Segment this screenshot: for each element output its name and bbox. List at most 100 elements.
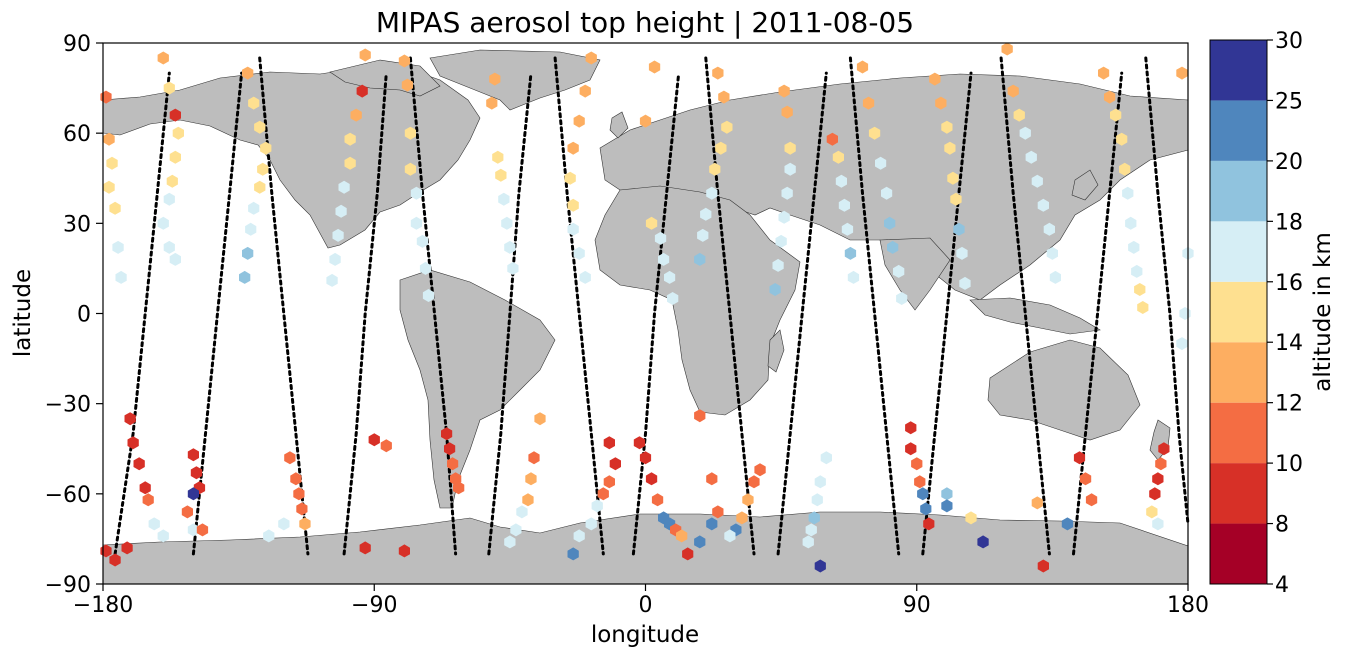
aerosol-point-92 [510, 523, 522, 537]
aerosol-point-98 [564, 171, 576, 185]
aerosol-point-153 [736, 511, 748, 525]
colorbar-label: altitude in km [1310, 232, 1336, 392]
aerosol-point-187 [935, 96, 947, 110]
aerosol-point-32 [187, 523, 199, 537]
aerosol-point-138 [712, 505, 724, 519]
colorbar-band-8 [1210, 40, 1267, 101]
x-axis: −180 −90 0 90 180 [73, 584, 1209, 618]
aerosol-point-147 [775, 234, 787, 248]
aerosol-point-68 [404, 162, 416, 176]
track-line-11 [921, 71, 973, 556]
colorbar-tick-label-7: 20 [1275, 150, 1303, 175]
aerosol-point-212 [1073, 451, 1086, 465]
aerosol-point-229 [1149, 487, 1161, 501]
aerosol-point-94 [585, 51, 597, 65]
aerosol-point-210 [1031, 496, 1043, 510]
aerosol-point-97 [567, 141, 579, 155]
aerosol-point-76 [447, 457, 459, 471]
aerosol-point-139 [706, 517, 718, 531]
aerosol-point-70 [410, 216, 423, 230]
aerosol-point-21 [169, 150, 181, 164]
aerosol-point-192 [953, 222, 965, 236]
aerosol-point-55 [344, 156, 356, 170]
aerosol-point-73 [422, 289, 435, 302]
aerosol-point-230 [1146, 505, 1158, 519]
y-tick-label-1: −60 [45, 483, 91, 508]
aerosol-point-10 [139, 481, 151, 495]
track-line-3 [342, 71, 388, 556]
aerosol-point-178 [896, 292, 908, 305]
aerosol-point-57 [335, 204, 347, 218]
aerosol-point-156 [826, 132, 838, 146]
aerosol-point-34 [242, 66, 254, 80]
colorbar-band-5 [1210, 221, 1267, 282]
aerosol-point-53 [350, 108, 362, 122]
aerosol-point-127 [712, 66, 724, 80]
track-line-4 [408, 56, 458, 556]
aerosol-point-40 [248, 201, 260, 215]
x-tick-label-3: 90 [903, 593, 931, 618]
aerosol-point-63 [380, 439, 392, 453]
x-tick-label-4: 180 [1167, 593, 1209, 618]
y-tick-label-3: 0 [77, 303, 91, 328]
aerosol-point-59 [329, 252, 341, 266]
aerosol-point-129 [721, 120, 733, 134]
aerosol-point-61 [359, 541, 371, 555]
aerosol-point-110 [567, 547, 579, 561]
aerosol-point-228 [1152, 472, 1164, 486]
aerosol-point-58 [332, 228, 344, 242]
aerosol-point-3 [103, 180, 115, 194]
aerosol-point-24 [157, 216, 169, 230]
y-tick-label-2: −30 [45, 393, 91, 418]
aerosol-point-231 [1152, 517, 1164, 531]
aerosol-point-1 [103, 132, 115, 146]
greenland-landmass [429, 49, 601, 111]
track-line-13 [1072, 71, 1124, 556]
africa-landmass [594, 185, 801, 416]
aerosol-point-75 [444, 442, 456, 456]
aerosol-point-160 [841, 222, 854, 236]
aerosol-point-132 [706, 186, 718, 200]
aerosol-point-130 [715, 141, 727, 155]
x-tick-label-0: −180 [73, 593, 133, 618]
aerosol-point-69 [410, 186, 423, 200]
aerosol-point-37 [260, 141, 272, 155]
colorbar-tick-label-5: 16 [1275, 271, 1303, 296]
antarctica-landmass [102, 511, 1189, 585]
aerosol-point-218 [1116, 132, 1128, 146]
aerosol-point-140 [694, 535, 706, 549]
aerosol-point-170 [856, 60, 869, 74]
aerosol-point-116 [664, 270, 676, 284]
aerosol-point-67 [404, 126, 416, 140]
aerosol-point-183 [917, 487, 929, 501]
colorbar-band-2 [1210, 402, 1267, 464]
aerosol-point-45 [290, 472, 302, 486]
aerosol-point-224 [1134, 283, 1146, 296]
aerosol-point-177 [893, 264, 905, 278]
track-line-14 [1144, 56, 1190, 526]
aerosol-point-232 [1176, 66, 1188, 80]
aerosol-point-193 [956, 246, 968, 260]
aerosol-point-203 [1019, 126, 1031, 140]
japan-landmass [1071, 169, 1099, 201]
aerosol-point-39 [254, 180, 266, 194]
aerosol-point-28 [190, 466, 203, 480]
aerosol-point-197 [965, 511, 977, 525]
aerosol-point-87 [534, 412, 546, 426]
colorbar-band-6 [1210, 160, 1267, 222]
aerosol-point-85 [504, 240, 516, 254]
aerosol-point-89 [525, 472, 537, 486]
y-axis-label: latitude [10, 269, 36, 357]
aerosol-point-209 [1049, 270, 1061, 284]
aerosol-point-173 [875, 156, 887, 170]
aerosol-point-159 [838, 198, 850, 212]
aerosol-point-149 [769, 283, 781, 296]
aerosol-point-71 [416, 234, 429, 248]
colorbar-band-7 [1210, 100, 1267, 161]
aerosol-point-174 [881, 186, 893, 200]
aerosol-point-108 [585, 517, 597, 531]
colorbar-tick-label-8: 25 [1275, 89, 1303, 114]
aerosol-point-133 [700, 207, 712, 221]
aerosol-point-9 [133, 457, 145, 471]
